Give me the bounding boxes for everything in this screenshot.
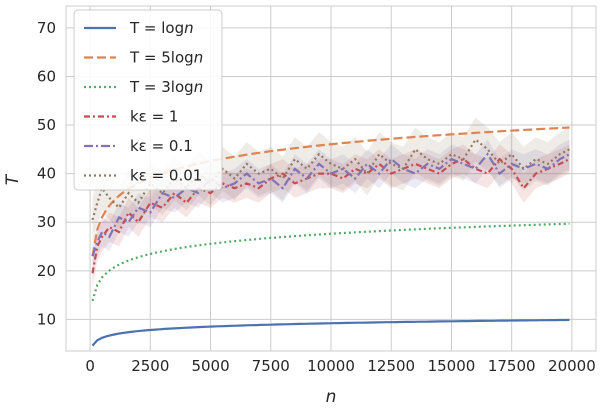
legend-label-2: T = 3logn <box>129 78 203 96</box>
y-tick-labels: 10 20 30 40 50 60 70 <box>37 19 56 329</box>
legend-label-5: kε = 0.01 <box>130 167 202 185</box>
legend-label-3: kε = 1 <box>130 108 178 126</box>
x-tick-label: 5000 <box>191 357 229 375</box>
series-line-1 <box>91 126 570 257</box>
series-line-5 <box>91 137 571 221</box>
series-line-4 <box>91 152 571 257</box>
x-tick-labels: 0 2500 5000 7500 10000 12500 15000 17500 20000 <box>85 357 595 375</box>
y-tick-label: 40 <box>37 165 56 183</box>
legend-label-4: kε = 0.1 <box>130 137 193 155</box>
x-tick-label: 15000 <box>428 357 476 375</box>
y-tick-label: 50 <box>37 116 56 134</box>
y-tick-label: 60 <box>37 67 56 85</box>
series-line-2 <box>91 222 570 302</box>
x-tick-label: 20000 <box>548 357 596 375</box>
y-tick-label: 20 <box>37 262 56 280</box>
legend-label-0: T = logn <box>129 19 194 37</box>
legend-box <box>73 9 223 191</box>
y-tick-label: 30 <box>37 213 56 231</box>
series-line-3 <box>91 157 570 274</box>
series-line-0 <box>91 318 570 347</box>
y-axis-label: T <box>3 173 23 185</box>
series-lines <box>91 126 571 347</box>
x-tick-label: 0 <box>85 357 95 375</box>
x-tick-label: 10000 <box>307 357 355 375</box>
legend-label-1: T = 5logn <box>129 49 203 67</box>
x-tick-label: 2500 <box>131 357 169 375</box>
x-tick-label: 17500 <box>488 357 536 375</box>
x-tick-label: 12500 <box>367 357 415 375</box>
series-band-5 <box>92 117 570 242</box>
x-axis-label: n <box>326 387 337 407</box>
y-tick-label: 70 <box>37 19 56 37</box>
legend: T = logn T = 5logn T = 3logn kε = 1 kε = 0.1… <box>73 9 223 191</box>
y-tick-label: 10 <box>37 310 56 328</box>
x-tick-label: 7500 <box>252 357 290 375</box>
